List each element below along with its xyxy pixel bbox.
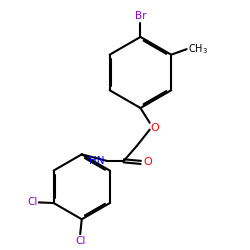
Text: Cl: Cl bbox=[75, 236, 86, 246]
Text: HN: HN bbox=[90, 156, 105, 166]
Text: CH$_3$: CH$_3$ bbox=[188, 42, 208, 56]
Text: Br: Br bbox=[135, 12, 146, 22]
Text: O: O bbox=[150, 124, 159, 134]
Text: Cl: Cl bbox=[27, 198, 37, 207]
Text: O: O bbox=[143, 158, 152, 168]
